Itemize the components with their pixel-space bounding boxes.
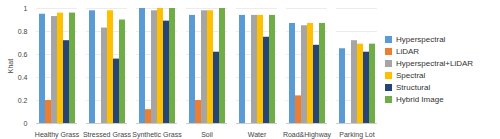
svg-text:Healthy Grass: Healthy Grass	[35, 131, 80, 139]
svg-text:0.8: 0.8	[18, 28, 28, 35]
html-text:Hyperspectral: Hyperspectral	[396, 35, 446, 44]
svg-text:Water: Water	[248, 131, 267, 138]
svg-text:0: 0	[24, 120, 28, 127]
svg-text:Soil: Soil	[201, 131, 213, 138]
svg-text:0.2: 0.2	[18, 97, 28, 104]
html-text:Hybrid Image: Hybrid Image	[396, 95, 444, 104]
svg-text:Khat: Khat	[7, 59, 14, 73]
svg-text:Road&Highway: Road&Highway	[283, 131, 332, 139]
svg-text:0.6: 0.6	[18, 51, 28, 58]
svg-text:0.4: 0.4	[18, 74, 28, 81]
html-text:Hyperspectral+LiDAR: Hyperspectral+LiDAR	[396, 59, 474, 68]
svg-text:Parking Lot: Parking Lot	[339, 131, 374, 139]
svg-text:Stressed Grass: Stressed Grass	[83, 131, 132, 138]
html-text:Spectral: Spectral	[396, 71, 426, 80]
html-text:LiDAR: LiDAR	[396, 47, 420, 56]
svg-text:Synthetic Grass: Synthetic Grass	[132, 131, 182, 139]
html-text:Structural: Structural	[396, 83, 431, 92]
svg-text:1: 1	[24, 5, 28, 12]
